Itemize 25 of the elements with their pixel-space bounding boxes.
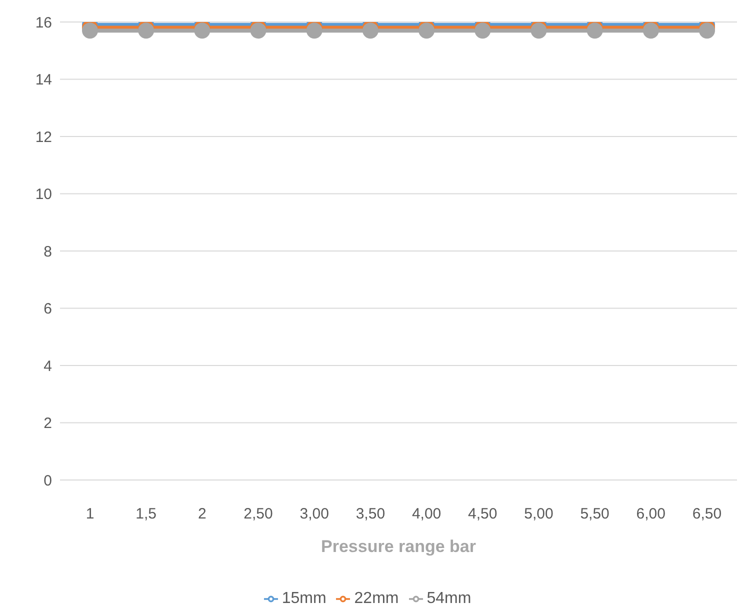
y-tick-label: 6 bbox=[44, 300, 52, 318]
x-tick-label: 5,50 bbox=[580, 506, 610, 523]
x-tick-label: 3,00 bbox=[300, 506, 329, 523]
y-tick-label: 16 bbox=[35, 14, 52, 32]
legend-label: 22mm bbox=[354, 590, 399, 607]
legend-label: 15mm bbox=[282, 590, 326, 607]
x-tick-label: 6,50 bbox=[692, 506, 722, 523]
y-tick-label: 10 bbox=[35, 186, 52, 204]
x-tick-label: 1,5 bbox=[136, 506, 157, 523]
x-tick-label: 1 bbox=[86, 506, 94, 523]
legend-label: 54mm bbox=[426, 590, 472, 607]
y-tick-label: 4 bbox=[44, 358, 52, 375]
x-tick-label: 3,50 bbox=[356, 506, 386, 523]
x-tick-label: 2 bbox=[198, 506, 206, 523]
y-tick-label: 12 bbox=[35, 128, 52, 146]
x-tick-label: 4,00 bbox=[412, 506, 442, 523]
x-tick-label: 6,00 bbox=[636, 506, 666, 523]
x-tick-label: 4,50 bbox=[468, 506, 498, 523]
x-tick-label: 2,50 bbox=[244, 506, 273, 523]
x-axis-title: Pressure range bar bbox=[321, 537, 476, 556]
y-tick-label: 2 bbox=[44, 415, 52, 432]
y-tick-label: 0 bbox=[44, 472, 52, 490]
y-tick-label: 14 bbox=[35, 72, 52, 89]
y-tick-label: 8 bbox=[44, 243, 52, 260]
x-tick-label: 5,00 bbox=[524, 506, 554, 523]
